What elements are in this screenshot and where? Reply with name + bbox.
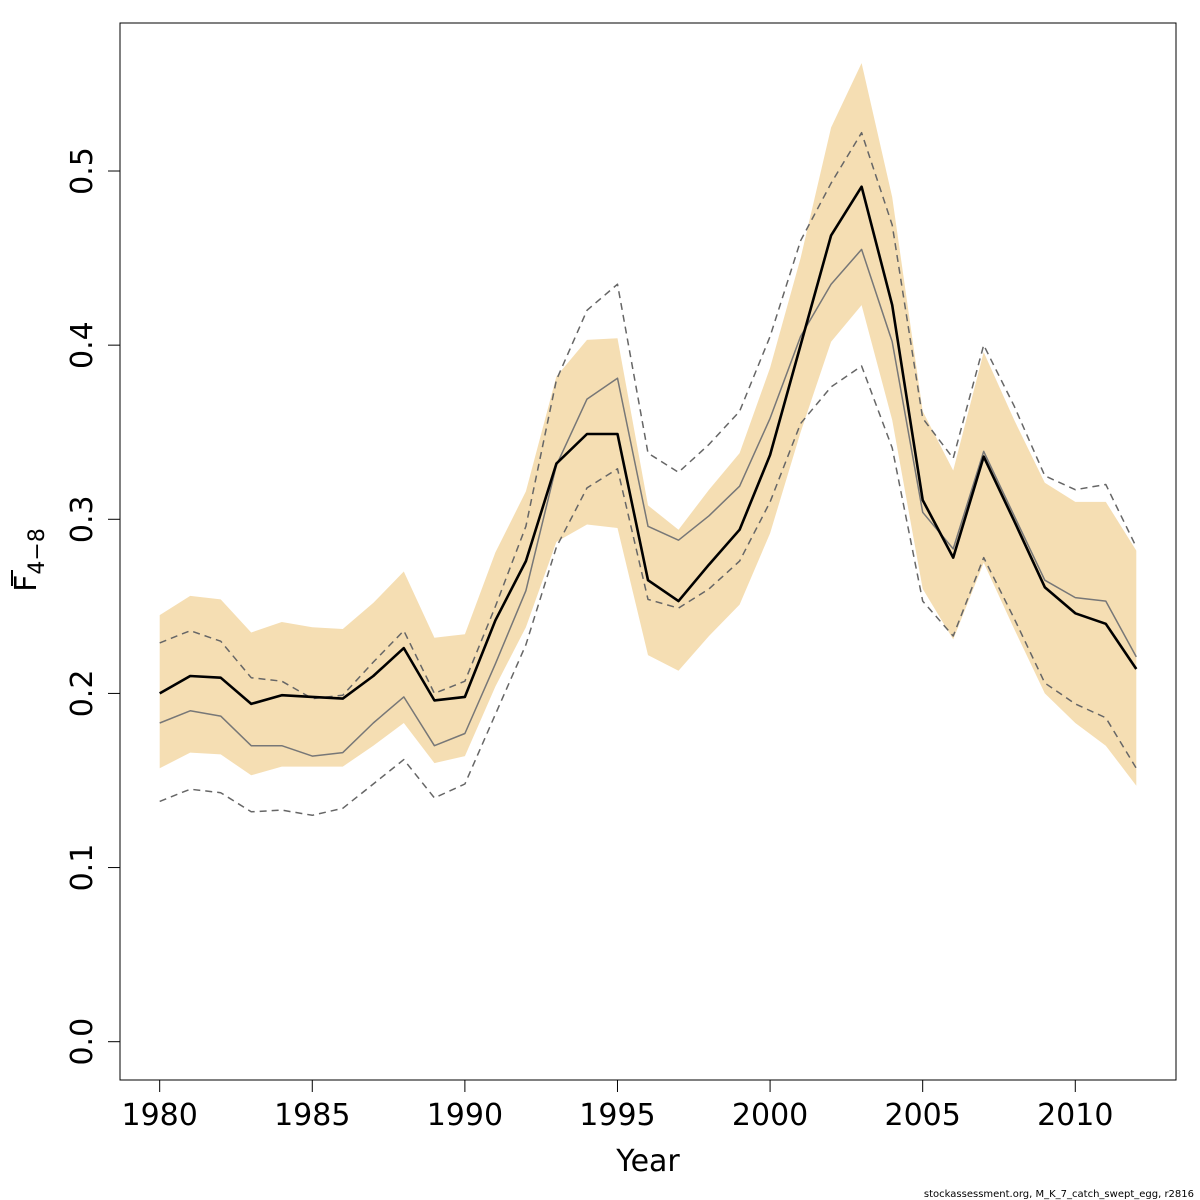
y-tick-label: 0.0 [65,1018,100,1066]
x-axis: 1980 1985 1990 1995 2000 2005 2010 [121,1079,1113,1133]
series-line-1 [159,248,1137,757]
series-layer [159,131,1138,817]
confidence-band [159,63,1137,786]
svg-text:F4−8: F4−8 [9,528,50,592]
confidence-band-layer [159,63,1137,786]
series-line-2 [159,131,1137,700]
x-tick-label: 2010 [1037,1098,1113,1133]
y-axis-title-main: F [9,575,44,592]
y-axis-title: F4−8 [9,528,50,592]
y-tick-label: 0.1 [65,844,100,892]
y-axis: 0.0 0.1 0.2 0.3 0.4 0.5 [65,147,121,1066]
footer-credit: stockassessment.org, M_K_7_catch_swept_e… [924,1189,1194,1200]
y-tick-label: 0.4 [65,321,100,369]
x-tick-label: 1985 [274,1098,350,1133]
series-line-3 [159,365,1137,817]
y-tick-label: 0.3 [65,495,100,543]
y-tick-label: 0.5 [65,147,100,195]
y-axis-title-subscript: 4−8 [25,528,50,574]
x-tick-label: 1995 [579,1098,655,1133]
x-tick-label: 1980 [121,1098,197,1133]
series-line-0 [159,185,1138,706]
y-tick-label: 0.2 [65,670,100,718]
x-tick-label: 2005 [885,1098,961,1133]
x-tick-label: 1990 [427,1098,503,1133]
x-axis-title: Year [615,1144,680,1179]
x-tick-label: 2000 [732,1098,808,1133]
